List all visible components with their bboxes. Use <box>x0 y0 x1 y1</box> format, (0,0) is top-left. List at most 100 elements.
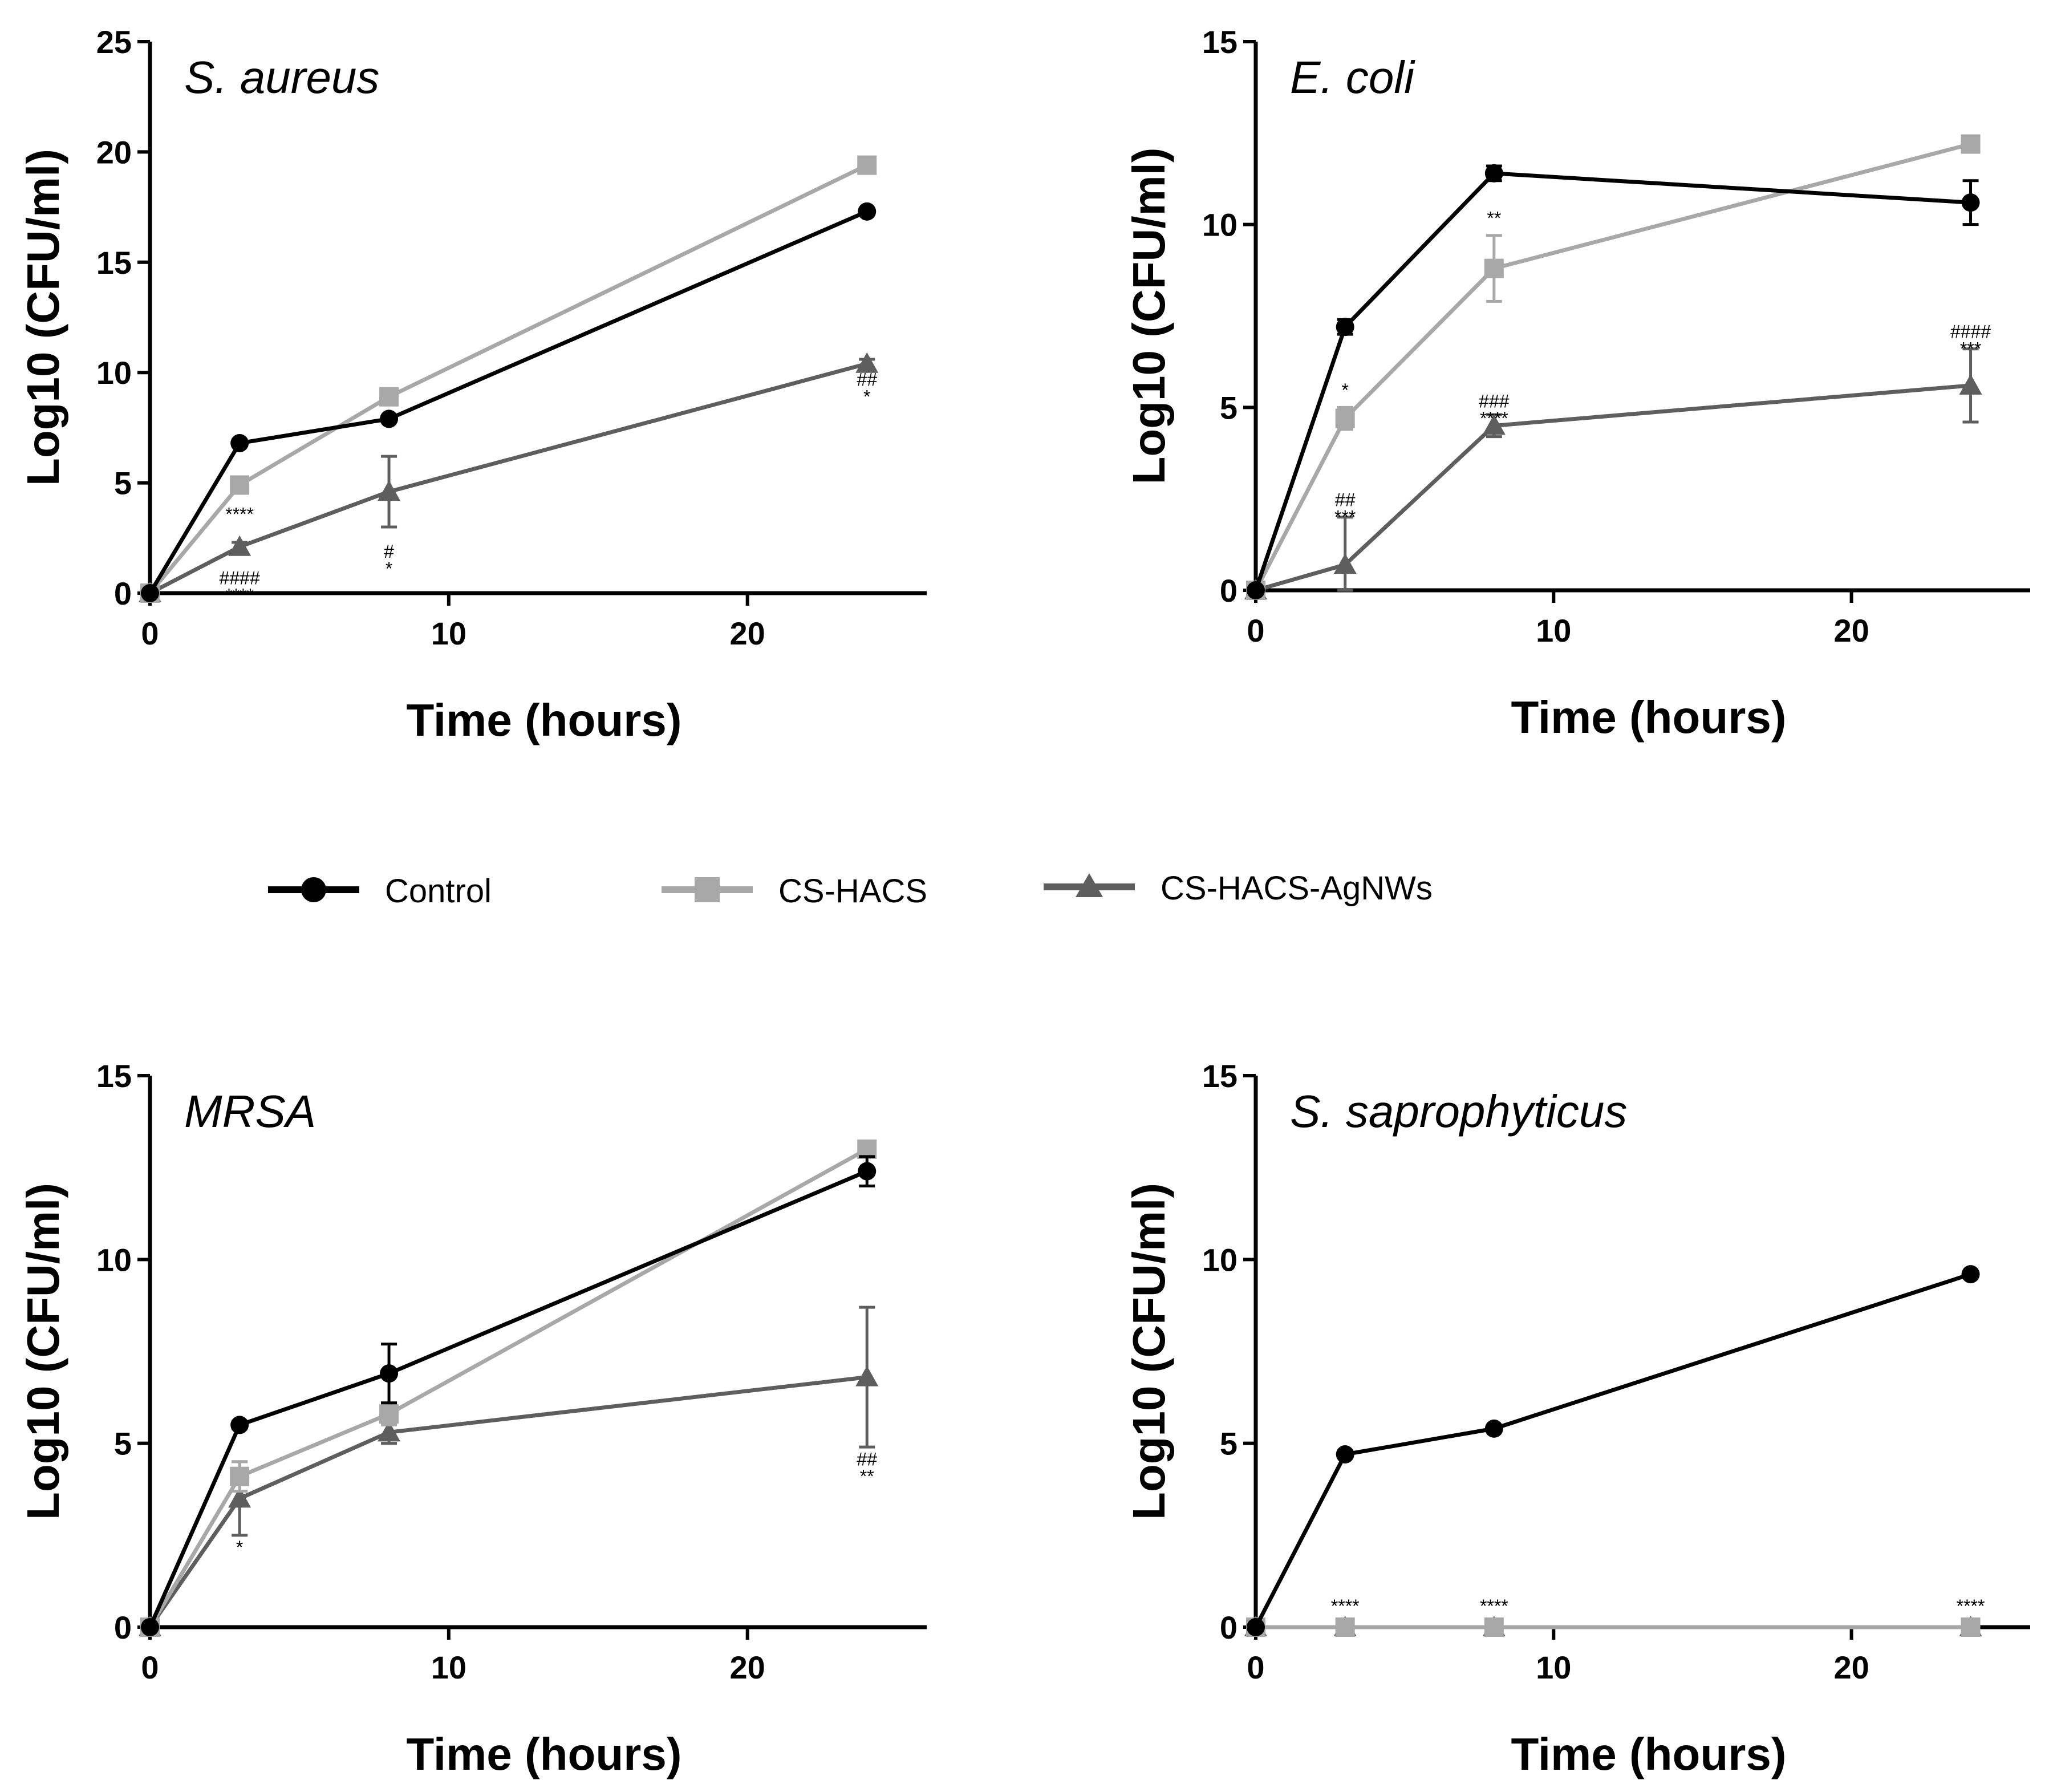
x-tick-label: 0 <box>141 615 159 651</box>
significance-line: * <box>1341 380 1348 400</box>
significance-line: **** <box>1331 1596 1360 1616</box>
y-tick-label: 15 <box>1202 24 1238 60</box>
data-point <box>378 1421 401 1442</box>
data-point <box>141 584 159 602</box>
x-tick-label: 20 <box>730 615 765 651</box>
data-point <box>1335 408 1355 428</box>
y-axis-title: Log10 (CFU/ml) <box>1123 1183 1174 1520</box>
series-line <box>148 1375 867 1629</box>
panel-title: MRSA <box>184 1086 316 1137</box>
data-point <box>230 1416 249 1434</box>
y-tick-label: 15 <box>96 1058 132 1094</box>
y-tick-label: 5 <box>114 465 132 501</box>
x-axis-title: Time (hours) <box>406 1729 681 1779</box>
data-point <box>855 1365 879 1386</box>
data-point <box>855 352 879 373</box>
series-line <box>148 1147 868 1628</box>
data-point <box>1333 553 1357 574</box>
data-point <box>1336 318 1354 336</box>
data-point <box>1484 1617 1504 1637</box>
series-line <box>1255 383 1971 593</box>
data-point <box>1482 414 1506 435</box>
y-tick-label: 25 <box>96 24 132 60</box>
significance-line: * <box>863 386 870 407</box>
significance-line: ### <box>1479 391 1510 411</box>
significance-line: # <box>384 541 394 562</box>
series-line <box>148 1169 868 1628</box>
series-cs-hacs <box>1246 1617 1981 1637</box>
chart-panel-4: 0 5 10 15 0 10 20 Time (hours) Log10 (CFU/ml) S. … <box>1123 1058 2030 1779</box>
significance-line: ## <box>1335 489 1356 510</box>
significance-label: **** <box>225 504 254 524</box>
significance-line: **** <box>1480 408 1508 428</box>
legend-marker <box>1076 873 1103 897</box>
y-axis-title: Log10 (CFU/ml) <box>18 149 68 486</box>
significance-label: **** <box>1331 1596 1360 1616</box>
significance-label: ** <box>1487 208 1501 229</box>
data-point <box>1484 164 1503 183</box>
y-tick-label: 5 <box>114 1426 132 1462</box>
x-tick-label: 20 <box>1833 1649 1869 1685</box>
x-axis-title: Time (hours) <box>406 695 681 745</box>
legend-label: CS-HACS <box>778 873 927 910</box>
significance-label: #### *** <box>1950 321 1991 359</box>
data-point <box>1959 374 1982 395</box>
data-point <box>1961 193 1980 212</box>
data-point <box>1961 1265 1980 1284</box>
x-tick-label: 20 <box>1833 613 1869 648</box>
legend-item-cs-hacs: CS-HACS <box>662 873 927 910</box>
significance-label: # * <box>384 541 394 579</box>
y-tick-label: 0 <box>114 575 132 611</box>
data-point <box>230 433 249 452</box>
significance-label: ## ** <box>857 1449 877 1486</box>
series-line <box>1253 142 1971 591</box>
y-tick-label: 15 <box>1202 1058 1238 1094</box>
data-point <box>228 1487 251 1508</box>
significance-label: ## *** <box>1334 489 1356 527</box>
data-point <box>858 1162 877 1181</box>
chart-panel-2: 0 5 10 15 0 10 20 Time (hours) Log10 (CFU/ml) E. … <box>1123 24 2030 743</box>
significance-line: **** <box>1480 1596 1508 1616</box>
data-point <box>228 535 251 556</box>
y-tick-label: 15 <box>96 245 132 281</box>
y-tick-label: 10 <box>96 355 132 391</box>
series-line <box>149 362 868 595</box>
data-point <box>380 410 399 428</box>
significance-label: #### **** <box>220 568 260 606</box>
legend-marker <box>695 877 720 902</box>
significance-line: ** <box>1487 208 1501 229</box>
x-tick-label: 20 <box>730 1649 765 1685</box>
significance-label: ## * <box>857 369 877 407</box>
data-point <box>1336 1445 1354 1464</box>
legend-label: Control <box>385 873 492 910</box>
data-point <box>1961 1617 1981 1637</box>
x-tick-label: 0 <box>1247 613 1264 648</box>
y-tick-label: 0 <box>1220 573 1238 609</box>
series-cs-hacs-agnws <box>139 1306 879 1636</box>
significance-line: * <box>386 558 392 579</box>
y-tick-label: 20 <box>96 134 132 170</box>
series-cs-hacs <box>1246 134 1981 600</box>
significance-label: * <box>1341 380 1348 400</box>
series-control <box>1247 164 1980 599</box>
legend-item-cs-hacs-agnws: CS-HACS-AgNWs <box>1044 870 1433 907</box>
panel-title: E. coli <box>1290 52 1415 103</box>
y-tick-label: 5 <box>1220 390 1238 425</box>
data-point <box>230 475 250 495</box>
data-point <box>1484 258 1504 278</box>
series-cs-hacs-agnws <box>1244 347 1982 599</box>
y-tick-label: 0 <box>114 1609 132 1645</box>
y-tick-label: 10 <box>96 1242 132 1278</box>
data-point <box>1484 1419 1503 1438</box>
data-point <box>379 387 399 407</box>
x-tick-label: 10 <box>1536 1649 1571 1685</box>
panels: 0 5 10 15 20 25 0 10 20 Time (hours) Log10 (CFU/ml… <box>18 24 2030 1779</box>
series-line <box>1253 1272 1971 1628</box>
y-tick-label: 10 <box>1202 207 1238 243</box>
significance-label: * <box>236 1537 243 1558</box>
x-tick-label: 0 <box>141 1649 159 1685</box>
significance-line: **** <box>225 585 254 606</box>
panel-title: S. saprophyticus <box>1290 1086 1627 1137</box>
significance-line: ## <box>857 369 877 390</box>
y-tick-label: 10 <box>1202 1242 1238 1278</box>
